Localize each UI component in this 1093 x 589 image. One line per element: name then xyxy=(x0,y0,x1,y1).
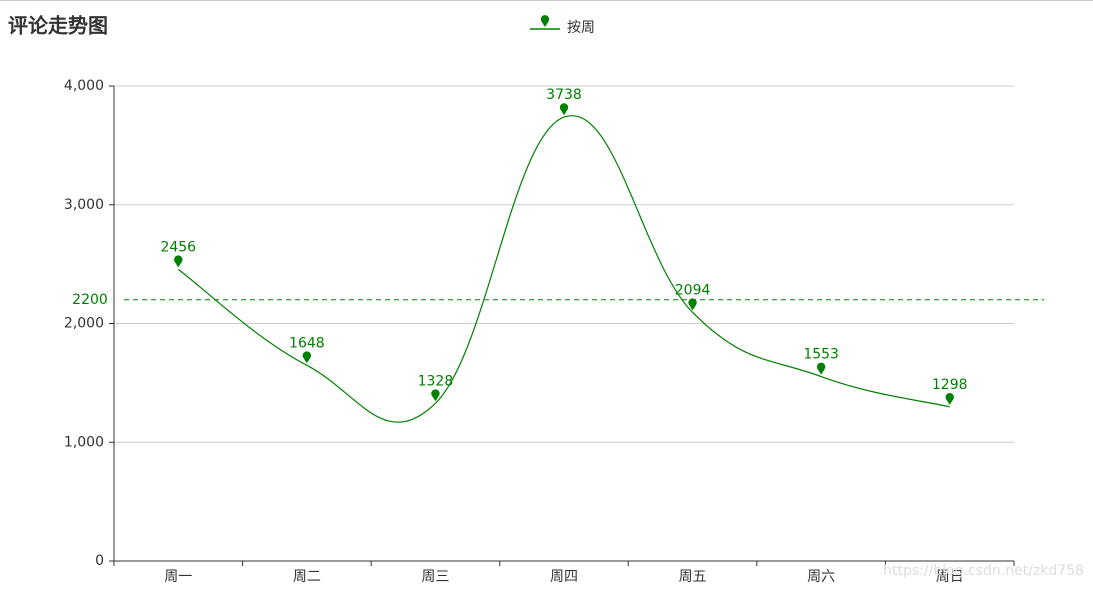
x-tick-label: 周二 xyxy=(293,569,321,585)
watermark: https://blog.csdn.net/zkd758 xyxy=(883,563,1084,579)
chart-title: 评论走势图 xyxy=(8,14,108,38)
y-tick-label: 3,000 xyxy=(64,197,104,213)
data-label: 2456 xyxy=(160,239,196,255)
y-tick-label: 0 xyxy=(95,553,104,569)
data-label: 3738 xyxy=(546,87,582,103)
point-marker xyxy=(945,392,954,405)
x-tick-label: 周一 xyxy=(164,569,192,585)
mark-line-label: 2200 xyxy=(72,292,108,308)
point-marker xyxy=(688,298,697,311)
data-label: 1298 xyxy=(932,377,968,393)
data-label: 1553 xyxy=(803,347,839,363)
point-marker xyxy=(174,255,183,268)
data-label: 1648 xyxy=(289,335,325,351)
legend-marker xyxy=(540,15,550,27)
x-tick-label: 周三 xyxy=(421,569,449,585)
x-tick-label: 周四 xyxy=(550,569,578,585)
line xyxy=(177,115,950,423)
point-marker xyxy=(816,362,826,375)
y-tick-label: 1,000 xyxy=(64,434,104,450)
y-tick-label: 2,000 xyxy=(64,316,104,332)
x-tick-label: 周五 xyxy=(679,569,707,585)
data-label: 2094 xyxy=(675,282,711,298)
x-tick-label: 周日 xyxy=(936,569,964,585)
point-marker xyxy=(559,103,569,116)
point-marker xyxy=(302,351,312,364)
data-label: 1328 xyxy=(418,373,454,389)
y-tick-label: 4,000 xyxy=(64,78,104,94)
legend-label: 按周 xyxy=(567,20,595,36)
point-marker xyxy=(431,389,440,402)
x-tick-label: 周六 xyxy=(807,569,835,585)
